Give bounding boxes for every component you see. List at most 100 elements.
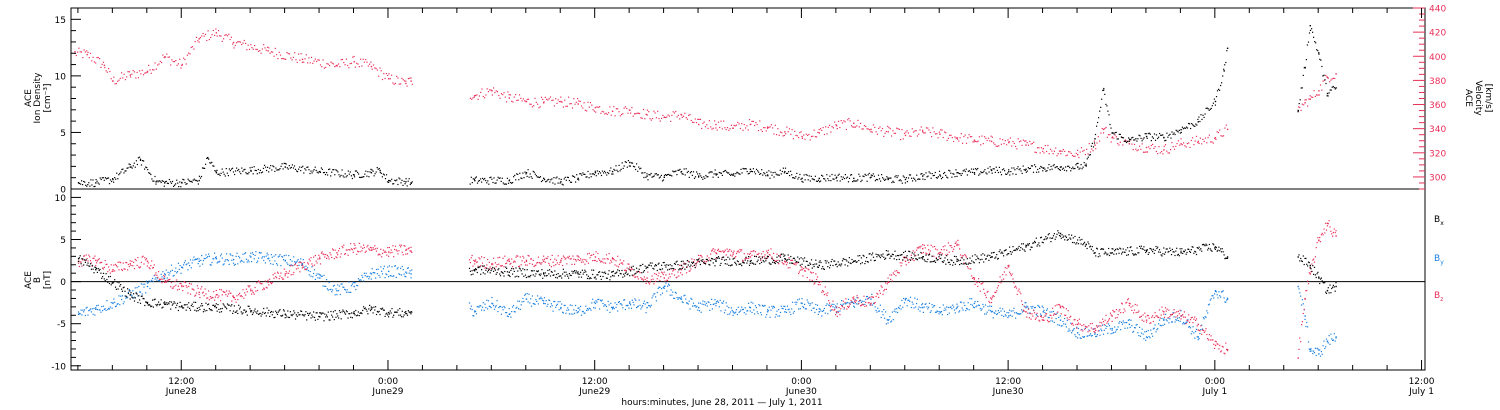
data-point — [624, 269, 626, 272]
data-point — [406, 253, 409, 255]
data-point — [1042, 170, 1044, 172]
data-point — [1331, 78, 1333, 80]
data-point — [664, 116, 667, 119]
data-point — [917, 247, 919, 249]
data-point — [125, 170, 127, 172]
data-point — [950, 172, 952, 174]
data-point — [194, 179, 196, 181]
data-point — [174, 270, 176, 272]
data-point — [1331, 338, 1333, 340]
data-point — [999, 276, 1001, 278]
data-point — [942, 246, 944, 248]
data-point — [956, 172, 958, 174]
data-point — [509, 181, 512, 184]
data-point — [350, 243, 352, 245]
data-point — [190, 46, 192, 48]
data-point — [856, 297, 858, 299]
data-point — [109, 179, 112, 181]
data-point — [1308, 98, 1310, 100]
data-point — [940, 178, 943, 180]
data-point — [408, 247, 410, 249]
data-point — [543, 177, 545, 180]
data-point — [900, 139, 902, 141]
data-point — [1158, 146, 1160, 148]
data-point — [86, 306, 88, 308]
data-point — [167, 182, 169, 185]
data-point — [183, 281, 185, 283]
data-point — [535, 299, 537, 301]
data-point — [887, 131, 889, 133]
data-point — [1308, 348, 1310, 350]
data-point — [765, 316, 767, 318]
data-point — [1047, 144, 1049, 147]
data-point — [273, 166, 275, 168]
data-point — [732, 254, 734, 256]
data-point — [904, 134, 907, 137]
data-point — [491, 94, 493, 96]
data-point — [658, 118, 660, 120]
data-point — [154, 274, 156, 276]
data-point — [151, 260, 153, 262]
data-point — [363, 280, 365, 282]
data-point — [651, 176, 653, 178]
data-point — [100, 261, 102, 263]
data-point — [752, 302, 754, 304]
data-point — [927, 127, 929, 129]
data-point — [170, 281, 173, 284]
data-point — [135, 160, 137, 162]
data-point — [471, 98, 473, 100]
data-point — [1031, 313, 1033, 315]
data-point — [808, 133, 810, 136]
data-point — [850, 174, 852, 176]
data-point — [1064, 314, 1066, 316]
data-point — [835, 306, 838, 308]
data-point — [1323, 228, 1325, 230]
data-point — [507, 182, 510, 184]
data-point — [911, 301, 913, 303]
data-point — [276, 54, 278, 56]
data-point — [654, 112, 656, 114]
data-point — [797, 299, 799, 301]
data-point — [918, 133, 920, 135]
data-point — [876, 292, 878, 294]
data-point — [870, 176, 872, 178]
data-point — [147, 169, 149, 171]
data-point — [964, 254, 966, 256]
data-point — [703, 303, 705, 306]
data-point — [793, 177, 795, 179]
data-point — [956, 260, 958, 262]
data-point — [581, 311, 583, 313]
data-point — [866, 298, 869, 300]
data-point — [1193, 318, 1195, 320]
data-point — [199, 37, 201, 39]
data-point — [751, 120, 753, 122]
data-point — [1135, 324, 1137, 326]
data-point — [623, 299, 625, 301]
data-point — [156, 274, 158, 276]
data-point — [350, 248, 353, 250]
data-point — [95, 182, 97, 184]
data-point — [656, 291, 658, 294]
data-point — [605, 112, 607, 114]
data-point — [406, 248, 408, 250]
data-point — [301, 264, 303, 266]
data-point — [84, 314, 86, 317]
data-point — [737, 121, 739, 123]
data-point — [517, 173, 519, 175]
data-point — [240, 259, 242, 261]
data-point — [1158, 136, 1160, 138]
data-point — [611, 306, 614, 309]
data-point — [81, 314, 83, 316]
data-point — [103, 179, 105, 181]
data-point — [604, 170, 606, 172]
data-point — [814, 136, 816, 138]
data-point — [188, 262, 190, 264]
data-point — [291, 265, 293, 267]
data-point — [760, 259, 762, 261]
data-point — [768, 127, 770, 129]
data-point — [1048, 153, 1050, 155]
data-point — [733, 312, 735, 314]
data-point — [1152, 335, 1154, 337]
data-point — [226, 290, 228, 292]
data-point — [993, 295, 995, 298]
